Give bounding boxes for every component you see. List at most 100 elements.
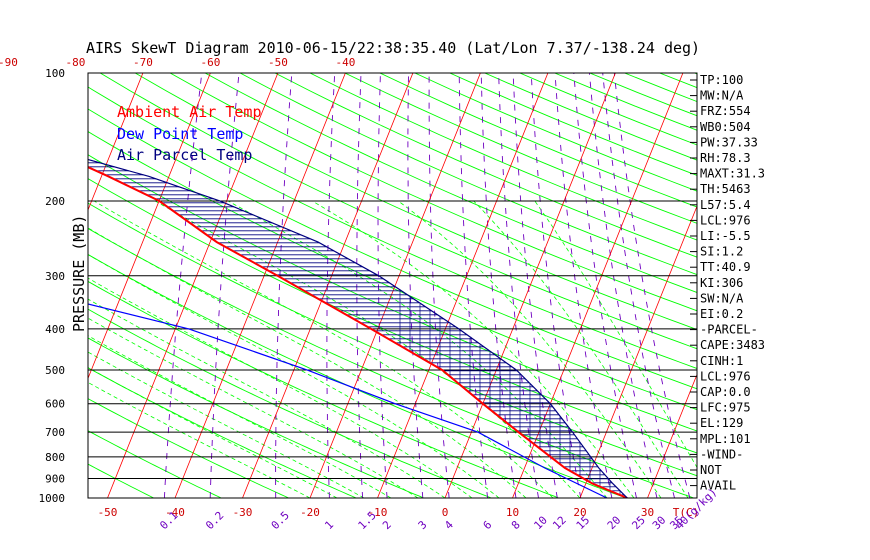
dry-adiabat-line	[88, 430, 222, 498]
bottom-temp-tick-label: -40	[165, 506, 185, 519]
mixing-ratio-label: 3	[416, 518, 430, 532]
bottom-temp-tick-label: 10	[506, 506, 519, 519]
top-temp-tick-labels: -120-110-100-90-80-70-60-50-40	[0, 56, 355, 69]
dry-adiabat-line	[344, 73, 697, 224]
isotherm-line	[174, 73, 346, 498]
bottom-temp-tick-label: 0	[442, 506, 449, 519]
isotherm-line	[107, 73, 279, 498]
stability-index: LFC:975	[700, 401, 751, 415]
moist-adiabat-line	[154, 200, 581, 498]
legend-parcel: Air Parcel Temp	[117, 146, 252, 164]
stability-index: PW:37.33	[700, 135, 758, 149]
dry-adiabat-line	[88, 463, 154, 498]
isotherm-line	[88, 73, 144, 211]
stability-index: CINH:1	[700, 354, 743, 368]
mixing-ratio-label: 2	[380, 518, 394, 532]
moist-adiabat-line	[93, 200, 554, 498]
dry-adiabat-line	[204, 73, 697, 293]
mixing-ratio-line	[573, 73, 637, 498]
ambient-temp-line	[88, 166, 628, 498]
stability-index: RH:78.3	[700, 151, 751, 165]
isotherm-line	[0, 73, 8, 498]
dew-point-line	[88, 303, 608, 498]
pressure-tick-label: 300	[45, 270, 65, 283]
stability-index: LI:-5.5	[700, 229, 751, 243]
top-temp-tick-label: -70	[133, 56, 153, 69]
cape-hatching	[88, 162, 625, 496]
isotherm-line	[647, 373, 697, 498]
stability-index: CAPE:3483	[700, 338, 765, 352]
moist-adiabat-line	[88, 317, 419, 498]
pressure-tick-label: 600	[45, 398, 65, 411]
bottom-temp-tick-label: 30	[641, 506, 654, 519]
dry-adiabat-line	[88, 202, 697, 477]
mixing-ratio-label: 12	[550, 514, 569, 533]
mixing-ratio-line	[530, 73, 582, 498]
dry-adiabat-line	[88, 178, 697, 454]
dry-adiabat-line	[659, 73, 697, 89]
mixing-ratio-line	[554, 73, 613, 498]
dry-adiabat-line	[88, 131, 697, 411]
stability-index: MPL:101	[700, 432, 751, 446]
moist-adiabat-line	[88, 254, 500, 498]
stability-index: SW:N/A	[700, 291, 744, 305]
isotherm-line	[444, 73, 616, 498]
mixing-ratio-line	[498, 73, 539, 498]
bottom-temp-tick-label: -10	[368, 506, 388, 519]
plot-frame	[87, 72, 698, 499]
stability-index: KI:306	[700, 276, 743, 290]
stability-index: TT:40.9	[700, 260, 751, 274]
dry-adiabat-line	[449, 73, 697, 176]
top-temp-tick-label: -50	[268, 56, 288, 69]
parcel-temp-line	[88, 158, 628, 498]
stability-index: LCL:976	[700, 369, 751, 383]
mixing-ratio-label: 10	[531, 514, 550, 533]
stability-index: MAXT:31.3	[700, 167, 765, 181]
mixing-ratio-line	[480, 73, 517, 498]
top-temp-tick-label: -60	[200, 56, 220, 69]
dry-adiabat-line	[88, 280, 559, 498]
top-temp-tick-label: -80	[65, 56, 85, 69]
mixing-ratio-line	[326, 73, 336, 498]
mixing-ratio-line	[275, 73, 293, 498]
mixing-ratio-line	[163, 73, 203, 498]
dry-adiabat-line	[239, 73, 697, 276]
bottom-temp-tick-label: 20	[573, 506, 586, 519]
mixing-ratio-label: 4	[442, 518, 456, 532]
mixing-ratio-line	[407, 73, 424, 498]
isotherm-line	[579, 205, 697, 498]
mixing-ratio-label: 8	[509, 518, 523, 532]
dry-adiabat-line	[88, 337, 424, 498]
dry-adiabat-line	[0, 73, 19, 498]
top-temp-tick-label: -90	[0, 56, 18, 69]
dry-adiabat-line	[88, 154, 697, 432]
sounding-series	[88, 158, 628, 498]
moist-adiabat-line	[534, 200, 697, 469]
mixing-ratio-label: 1	[322, 518, 336, 532]
stability-index: LCL:976	[700, 213, 751, 227]
dry-adiabat-line	[519, 73, 697, 146]
legend-dewpoint: Dew Point Temp	[117, 125, 243, 143]
pressure-tick-labels: 100 200 300 400 500 600 700 800 900 1000	[39, 67, 66, 505]
chart-title: AIRS SkewT Diagram 2010-06-15/22:38:35.4…	[86, 39, 700, 57]
mixing-ratio-line	[512, 73, 558, 498]
stability-index: SI:1.2	[700, 245, 743, 259]
pressure-tick-label: 900	[45, 473, 65, 486]
isotherm-line	[242, 73, 414, 498]
stability-index: EL:129	[700, 416, 743, 430]
stability-index: FRZ:554	[700, 104, 751, 118]
dry-adiabat-line	[88, 108, 697, 390]
moist-adiabat-line	[88, 227, 527, 498]
mixing-ratio-label: 20	[605, 514, 624, 533]
isotherm-line	[88, 73, 211, 380]
pressure-tick-label: 400	[45, 323, 65, 336]
mixing-ratio-label: 6	[481, 518, 495, 532]
stability-index: CAP:0.0	[700, 385, 751, 399]
mixing-ratio-line	[613, 73, 691, 498]
pressure-tick-label: 500	[45, 364, 65, 377]
mixing-ratio-line	[458, 73, 489, 498]
bottom-temp-tick-labels: -50 -40 -30 -20 -10 0 10 20 30 T(C)	[98, 506, 700, 519]
pressure-tick-label: 700	[45, 426, 65, 439]
dry-adiabat-line	[379, 73, 697, 208]
